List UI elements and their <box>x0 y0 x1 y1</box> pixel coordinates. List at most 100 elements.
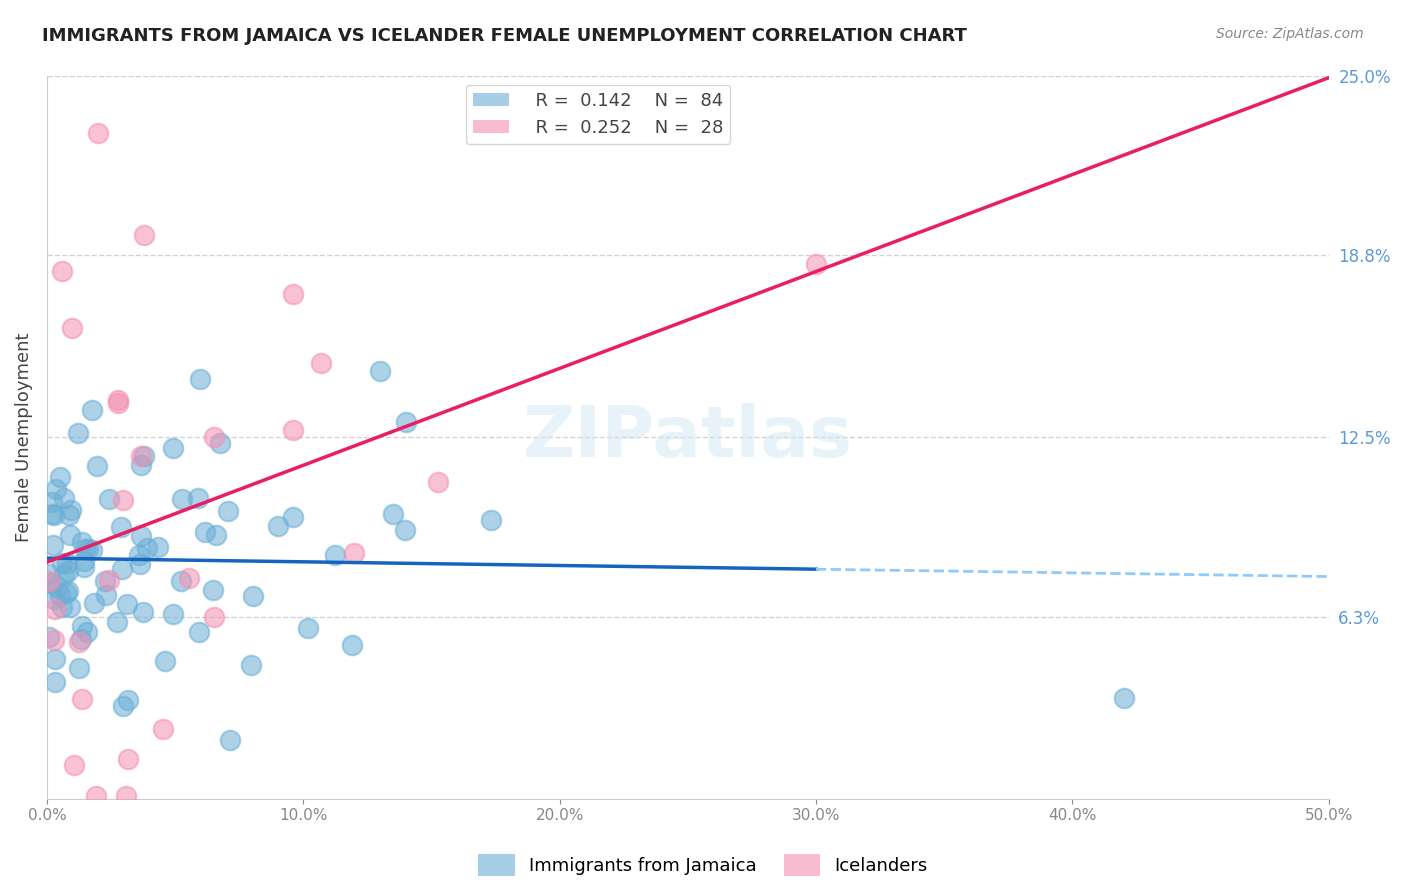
Point <box>87 127 110 141</box>
Point <box>129 458 152 472</box>
Point <box>60 321 83 335</box>
Point <box>479 513 502 527</box>
Point <box>55 586 77 600</box>
Point <box>42 632 65 647</box>
Point <box>67 661 90 675</box>
Point <box>283 287 305 301</box>
Point <box>209 435 232 450</box>
Point <box>297 621 319 635</box>
Point <box>202 609 225 624</box>
Text: ZIPatlas: ZIPatlas <box>523 402 853 472</box>
Point <box>51 556 73 570</box>
Point <box>107 393 129 408</box>
Point <box>56 583 79 598</box>
Point <box>75 542 97 557</box>
Point <box>76 625 98 640</box>
Point <box>42 591 65 606</box>
Point <box>129 529 152 543</box>
Point <box>66 426 89 441</box>
Point <box>44 674 66 689</box>
Point <box>395 415 418 429</box>
Point <box>86 458 108 473</box>
Point <box>153 653 176 667</box>
Point <box>381 508 404 522</box>
Point <box>132 449 155 463</box>
Point <box>42 538 65 552</box>
Point <box>170 492 193 507</box>
Point <box>38 574 60 588</box>
Point <box>205 528 228 542</box>
Point <box>340 638 363 652</box>
Point <box>132 605 155 619</box>
Point <box>56 556 79 570</box>
Point <box>427 475 450 489</box>
Point <box>38 566 60 581</box>
Point <box>1112 690 1135 705</box>
Point <box>107 396 129 410</box>
Point <box>96 588 118 602</box>
Point <box>219 733 242 747</box>
Point <box>38 630 60 644</box>
Point <box>134 227 156 242</box>
Point <box>162 442 184 456</box>
Point <box>56 564 79 578</box>
Point <box>51 264 73 278</box>
Point <box>83 595 105 609</box>
Point <box>77 541 100 556</box>
Point <box>804 256 827 270</box>
Legend:   R =  0.142    N =  84,   R =  0.252    N =  28: R = 0.142 N = 84, R = 0.252 N = 28 <box>465 85 730 144</box>
Point <box>69 632 91 646</box>
Point <box>84 789 107 803</box>
Point <box>51 599 73 614</box>
Text: Source: ZipAtlas.com: Source: ZipAtlas.com <box>1216 27 1364 41</box>
Point <box>111 492 134 507</box>
Point <box>188 372 211 386</box>
Point <box>111 562 134 576</box>
Y-axis label: Female Unemployment: Female Unemployment <box>15 333 32 541</box>
Point <box>136 541 159 555</box>
Point <box>129 558 152 572</box>
Point <box>202 430 225 444</box>
Point <box>42 508 65 522</box>
Point <box>82 403 104 417</box>
Point <box>117 752 139 766</box>
Point <box>170 574 193 588</box>
Point <box>62 758 84 772</box>
Point <box>202 583 225 598</box>
Point <box>148 541 170 555</box>
Point <box>60 503 83 517</box>
Point <box>49 588 72 602</box>
Point <box>70 692 93 706</box>
Point <box>187 491 209 505</box>
Point <box>239 658 262 673</box>
Point <box>44 652 66 666</box>
Point <box>44 601 66 615</box>
Point <box>39 575 62 590</box>
Point <box>343 546 366 560</box>
Text: IMMIGRANTS FROM JAMAICA VS ICELANDER FEMALE UNEMPLOYMENT CORRELATION CHART: IMMIGRANTS FROM JAMAICA VS ICELANDER FEM… <box>42 27 967 45</box>
Point <box>112 698 135 713</box>
Point <box>97 573 120 587</box>
Point <box>394 523 416 537</box>
Point <box>217 504 239 518</box>
Point <box>59 600 82 615</box>
Point <box>179 571 201 585</box>
Point <box>46 580 69 594</box>
Point <box>115 597 138 611</box>
Point <box>67 635 90 649</box>
Point <box>72 618 94 632</box>
Point <box>70 535 93 549</box>
Point <box>152 722 174 736</box>
Point <box>82 543 104 558</box>
Point <box>311 356 333 370</box>
Legend: Immigrants from Jamaica, Icelanders: Immigrants from Jamaica, Icelanders <box>471 847 935 883</box>
Point <box>187 624 209 639</box>
Point <box>242 589 264 603</box>
Point <box>58 508 80 523</box>
Point <box>129 450 152 464</box>
Point <box>368 363 391 377</box>
Point <box>73 560 96 574</box>
Point <box>59 528 82 542</box>
Point <box>48 469 70 483</box>
Point <box>162 607 184 622</box>
